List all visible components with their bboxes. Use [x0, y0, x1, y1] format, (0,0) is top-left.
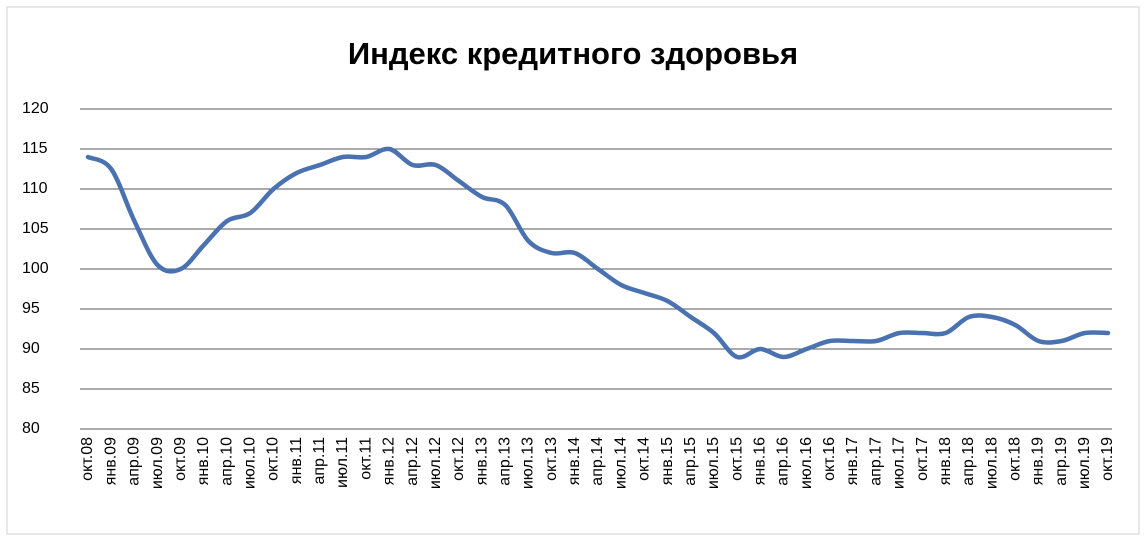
y-tick-label: 115 — [22, 140, 48, 157]
x-tick-label: окт.15 — [728, 437, 745, 481]
y-tick-label: 110 — [22, 180, 48, 197]
x-tick-label: окт.09 — [172, 437, 189, 481]
x-tick-label: янв.12 — [381, 437, 398, 485]
x-tick-label: янв.18 — [937, 437, 954, 485]
y-tick-label: 95 — [22, 300, 40, 317]
x-tick-label: июл.11 — [334, 437, 351, 488]
x-tick-label: июл.18 — [983, 437, 1000, 489]
x-tick-label: апр.14 — [589, 437, 606, 486]
x-tick-label: окт.16 — [821, 437, 838, 481]
x-tick-label: янв.15 — [659, 437, 676, 485]
y-tick-label: 90 — [22, 340, 40, 357]
x-tick-label: июл.10 — [241, 437, 258, 489]
x-tick-label: апр.17 — [867, 437, 884, 486]
x-tick-label: янв.13 — [473, 437, 490, 485]
x-tick-label: июл.16 — [798, 437, 815, 489]
x-tick-label: окт.12 — [450, 437, 467, 481]
x-tick-label: апр.13 — [496, 437, 513, 486]
x-tick-label: июл.09 — [149, 437, 166, 489]
data-line — [85, 146, 1111, 360]
x-tick-label: июл.12 — [427, 437, 444, 489]
x-tick-label: окт.10 — [265, 437, 282, 481]
x-tick-label: янв.16 — [751, 437, 768, 485]
x-tick-label: янв.19 — [1030, 437, 1047, 485]
x-tick-label: янв.14 — [566, 437, 583, 485]
x-tick-label: апр.16 — [775, 437, 792, 486]
x-tick-label: окт.11 — [357, 437, 374, 480]
x-tick-label: окт.08 — [79, 437, 96, 481]
x-tick-label: апр.12 — [404, 437, 421, 486]
y-tick-label: 120 — [22, 100, 49, 117]
x-tick-label: апр.09 — [126, 437, 143, 486]
x-tick-label: апр.19 — [1053, 437, 1070, 486]
x-tick-label: июл.13 — [520, 437, 537, 489]
x-tick-label: апр.18 — [960, 437, 977, 486]
x-tick-label: июл.17 — [891, 437, 908, 489]
x-tick-label: окт.18 — [1006, 437, 1023, 481]
x-tick-label: окт.14 — [636, 437, 653, 481]
x-tick-label: июл.14 — [612, 437, 629, 489]
x-tick-label: янв.09 — [102, 437, 119, 485]
x-tick-label: окт.17 — [914, 437, 931, 481]
x-tick-label: апр.11 — [311, 437, 328, 485]
y-tick-label: 105 — [22, 220, 49, 237]
x-tick-label: окт.19 — [1099, 437, 1116, 481]
x-tick-label: июл.15 — [705, 437, 722, 489]
x-tick-label: июл.19 — [1076, 437, 1093, 489]
x-tick-label: апр.10 — [218, 437, 235, 486]
y-tick-label: 85 — [22, 380, 40, 397]
chart-border — [6, 6, 1140, 535]
x-tick-label: окт.13 — [543, 437, 560, 481]
chart-title: Индекс кредитного здоровья — [348, 36, 798, 71]
x-tick-label: янв.17 — [844, 437, 861, 485]
x-tick-label: янв.11 — [288, 437, 305, 484]
y-tick-label: 80 — [22, 420, 40, 437]
x-tick-label: апр.15 — [682, 437, 699, 486]
x-tick-label: янв.10 — [195, 437, 212, 485]
y-tick-label: 100 — [22, 260, 49, 277]
